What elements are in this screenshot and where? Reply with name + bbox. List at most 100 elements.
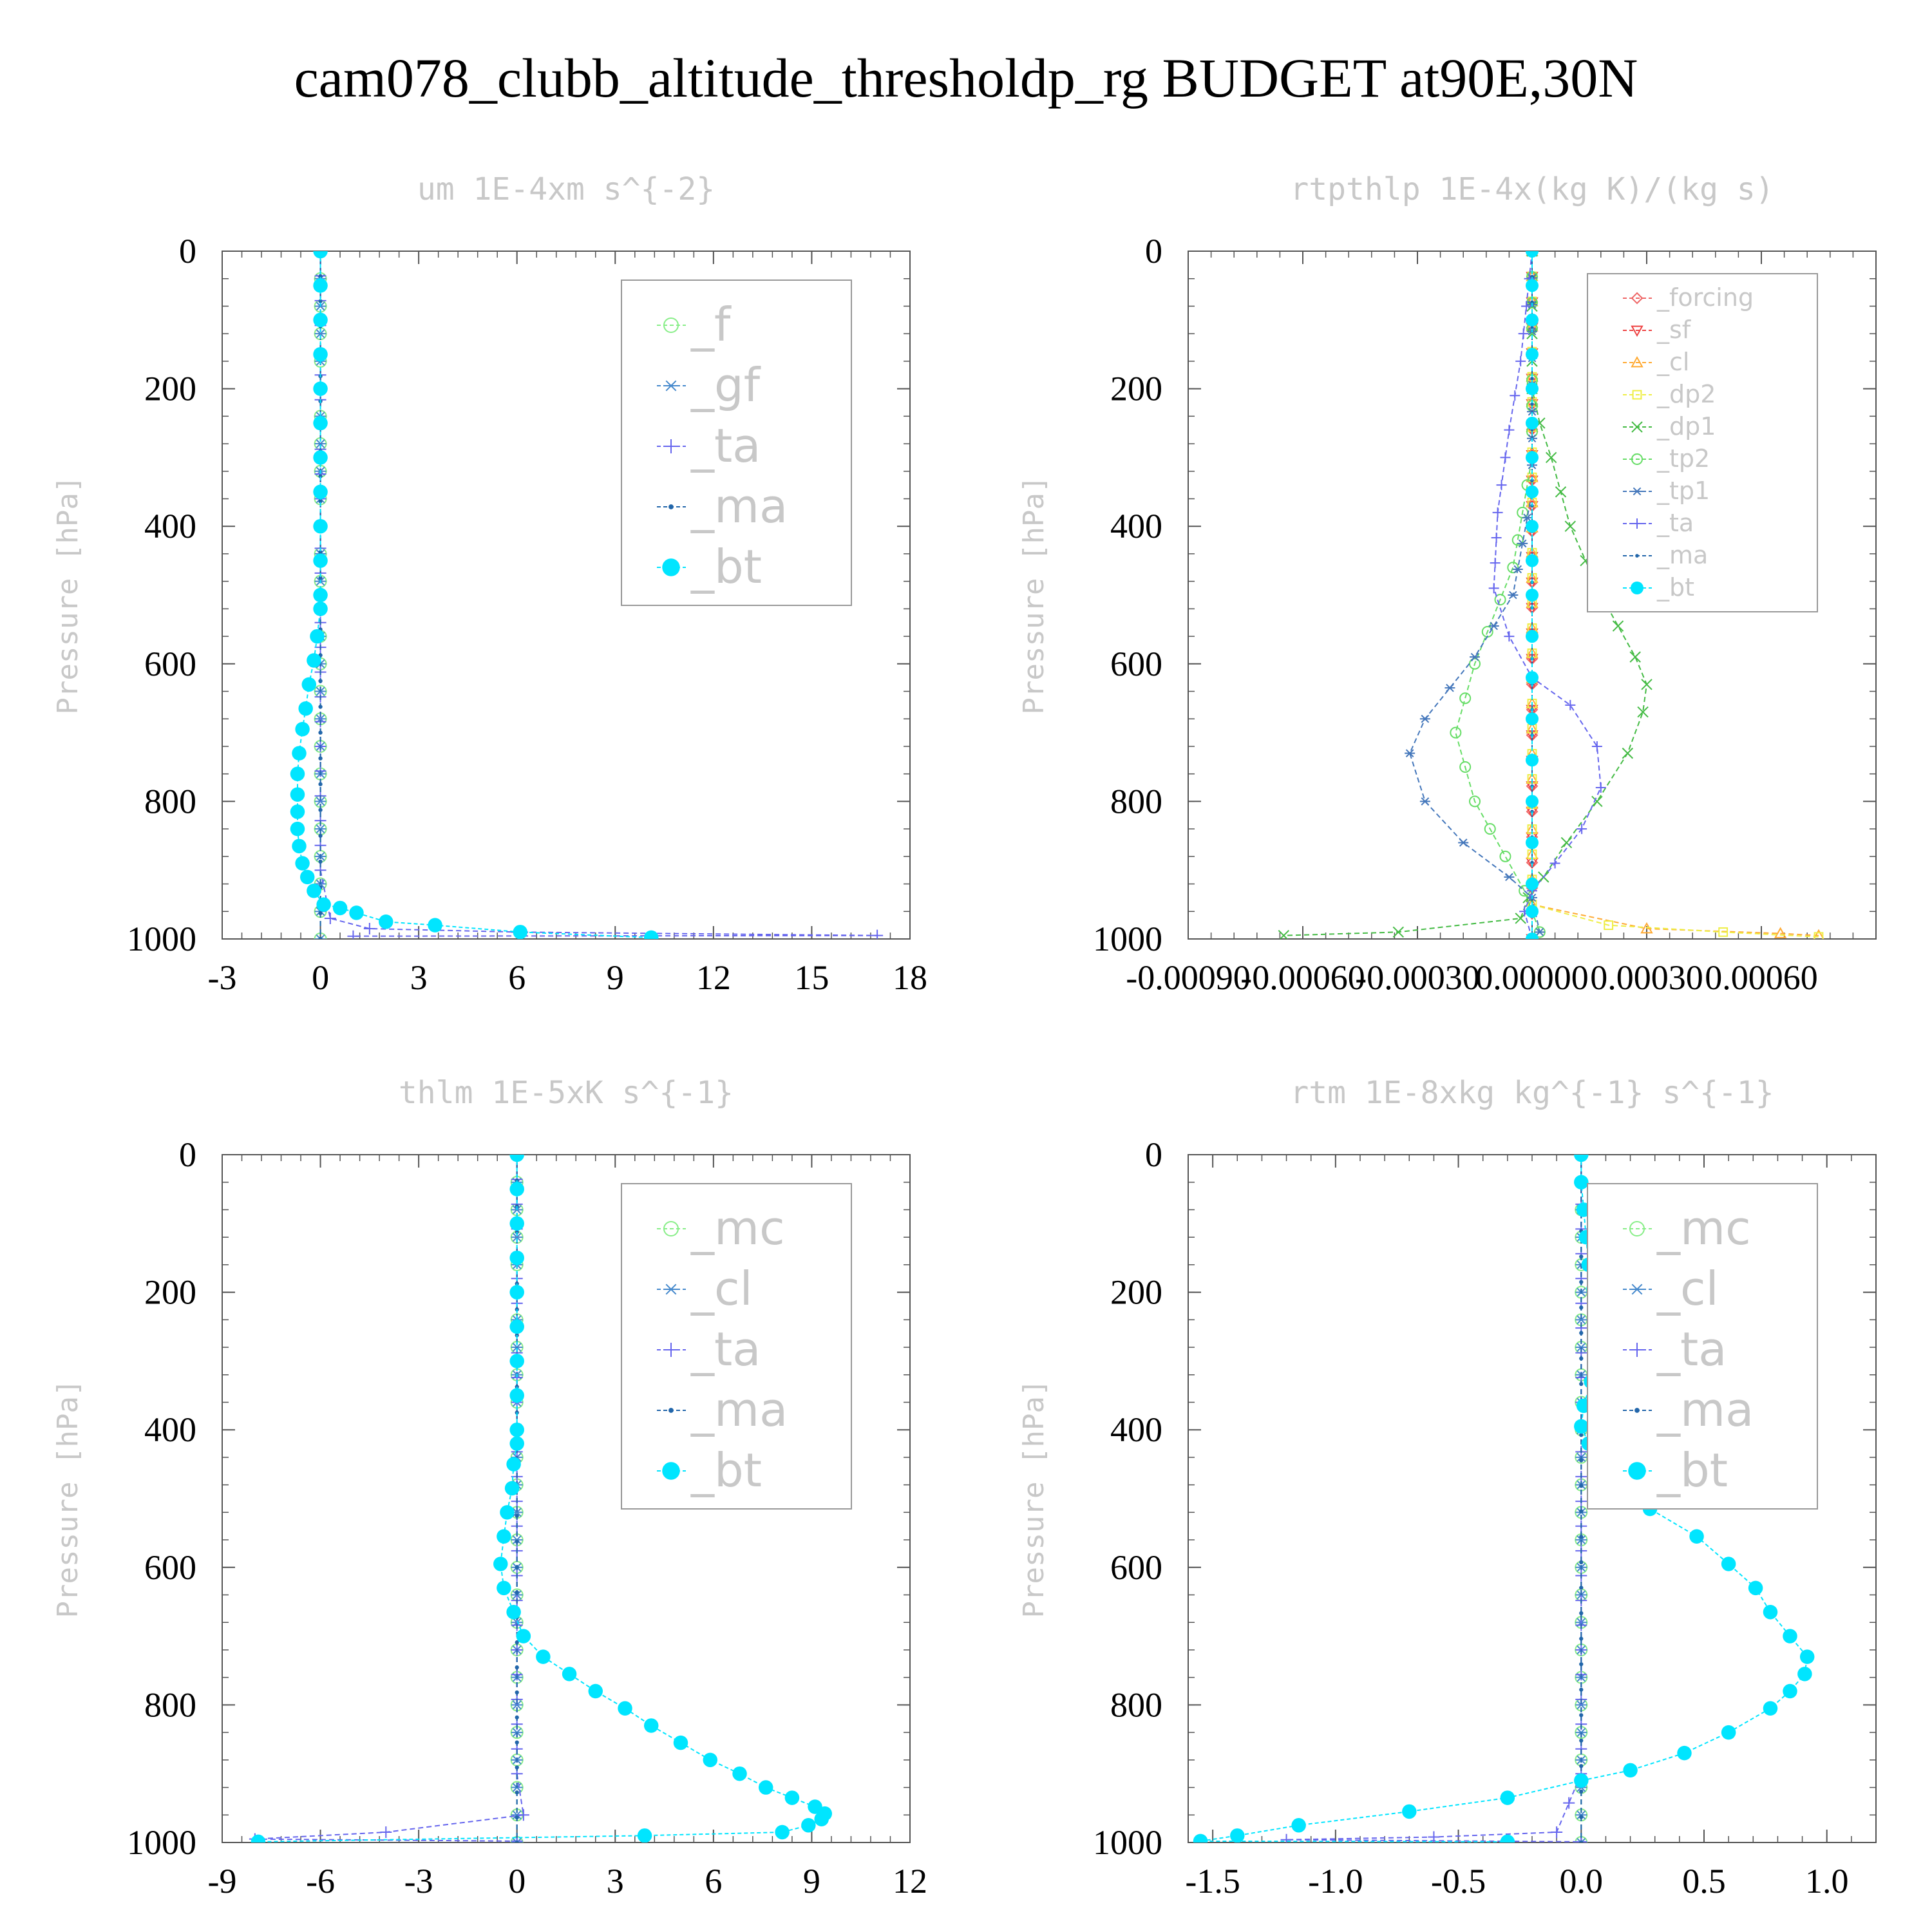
legend-marker bbox=[1631, 355, 1643, 368]
legend-item: _sf bbox=[1623, 316, 1692, 344]
legend-label: _tp2 bbox=[1656, 444, 1710, 473]
legend-item: _ma bbox=[657, 479, 788, 533]
legend-label: _tp1 bbox=[1656, 477, 1710, 505]
data-point bbox=[758, 1780, 773, 1795]
legend-label: _forcing bbox=[1656, 283, 1754, 312]
data-point bbox=[313, 587, 328, 603]
data-point bbox=[1783, 1683, 1797, 1699]
x-tick-label: 6 bbox=[705, 1862, 722, 1900]
x-tick-label: -1.0 bbox=[1308, 1862, 1363, 1900]
data-point bbox=[1560, 837, 1573, 849]
data-point bbox=[313, 415, 328, 431]
legend-label: _dp1 bbox=[1656, 412, 1716, 440]
data-point bbox=[295, 856, 310, 871]
data-point bbox=[1450, 726, 1462, 739]
data-point bbox=[1763, 1604, 1778, 1620]
series-bt bbox=[290, 251, 659, 939]
x-tick-label: 0 bbox=[312, 958, 329, 997]
data-point bbox=[1419, 714, 1430, 723]
data-point bbox=[1579, 1484, 1584, 1488]
data-point bbox=[509, 1388, 524, 1403]
data-point bbox=[515, 1790, 519, 1795]
data-point bbox=[1555, 486, 1567, 498]
data-point bbox=[1526, 836, 1539, 849]
legend-item: _bt bbox=[1623, 573, 1694, 601]
y-tick-label: 400 bbox=[144, 507, 196, 545]
legend-label: _mc bbox=[1656, 1201, 1751, 1255]
data-point bbox=[871, 929, 884, 939]
data-point bbox=[1526, 554, 1539, 567]
data-point bbox=[313, 518, 328, 534]
x-tick-label: 18 bbox=[893, 958, 927, 997]
legend-marker bbox=[1631, 421, 1643, 433]
x-tick-label: 0.00060 bbox=[1705, 958, 1818, 997]
data-point bbox=[1579, 1458, 1584, 1463]
data-point bbox=[515, 1840, 519, 1842]
data-point bbox=[318, 808, 323, 812]
x-tick-label: 12 bbox=[893, 1862, 927, 1900]
data-point bbox=[313, 484, 328, 500]
data-point bbox=[1530, 402, 1534, 406]
data-point bbox=[1579, 1764, 1584, 1768]
data-point bbox=[313, 450, 328, 465]
data-point bbox=[1392, 926, 1405, 938]
chart-panel: rtm 1E-8xkg kg^{-1} s^{-1} Pressure [hPa]… bbox=[1018, 1075, 1877, 1900]
data-point bbox=[1579, 1636, 1584, 1641]
data-point bbox=[1500, 1834, 1515, 1842]
data-point bbox=[1405, 749, 1416, 757]
legend-label: _bt bbox=[1656, 1443, 1728, 1497]
data-point bbox=[298, 701, 313, 716]
data-point bbox=[513, 925, 528, 939]
legend-marker bbox=[1631, 325, 1643, 337]
data-point bbox=[1469, 795, 1481, 808]
legend-label: _ma bbox=[1656, 541, 1708, 569]
data-point bbox=[509, 1422, 524, 1437]
data-point bbox=[290, 787, 305, 802]
data-point bbox=[1565, 699, 1576, 710]
legend-item: _bt bbox=[657, 1443, 762, 1497]
y-tick-label: 200 bbox=[144, 370, 196, 408]
data-point bbox=[307, 883, 321, 898]
data-point bbox=[1291, 1818, 1306, 1833]
series-ta bbox=[1280, 1155, 1587, 1842]
data-point bbox=[703, 1752, 718, 1768]
data-point bbox=[1579, 1713, 1584, 1718]
legend: _mc _cl _ta _ma _bt bbox=[621, 1183, 852, 1510]
x-tick-label: -1.5 bbox=[1185, 1862, 1240, 1900]
series-line bbox=[1283, 251, 1648, 936]
y-tick-label: 600 bbox=[144, 1548, 196, 1587]
series-bt bbox=[1526, 251, 1539, 939]
data-point bbox=[1579, 1331, 1584, 1336]
data-point bbox=[1591, 741, 1602, 752]
y-tick-label: 800 bbox=[144, 1685, 196, 1724]
data-point bbox=[1530, 325, 1534, 330]
y-tick-label: 600 bbox=[1110, 645, 1162, 683]
data-point bbox=[299, 869, 315, 885]
legend-marker bbox=[662, 558, 680, 576]
legend: _f _gf _ta _ma _bt bbox=[621, 279, 852, 606]
legend-marker bbox=[1628, 1462, 1646, 1480]
x-tick-label: 0.00030 bbox=[1590, 958, 1703, 997]
y-axis-label: Pressure [hPa] bbox=[52, 476, 84, 715]
series-line bbox=[254, 1155, 525, 1842]
legend-marker bbox=[1634, 1408, 1640, 1413]
data-point bbox=[509, 1285, 524, 1300]
legend-label: _ma bbox=[690, 479, 788, 533]
x-tick-label: -0.00030 bbox=[1355, 958, 1479, 997]
data-point bbox=[318, 782, 323, 786]
legend-marker bbox=[664, 439, 678, 453]
data-point bbox=[1518, 328, 1529, 339]
data-point bbox=[318, 679, 323, 683]
data-point bbox=[324, 912, 336, 924]
data-point bbox=[1504, 873, 1515, 882]
data-point bbox=[1564, 520, 1577, 532]
x-tick-label: 0 bbox=[508, 1862, 526, 1900]
plot-frame bbox=[222, 251, 911, 940]
data-point bbox=[313, 553, 328, 568]
data-point bbox=[515, 1539, 519, 1544]
data-point bbox=[332, 900, 348, 916]
y-tick-label: 1000 bbox=[1093, 1823, 1162, 1862]
data-point bbox=[1574, 1155, 1589, 1162]
legend-item: _bt bbox=[1623, 1443, 1728, 1497]
chart-panels: um 1E-4xm s^{-2} Pressure [hPa] -3 0 3 6 9 12 15… bbox=[52, 171, 1877, 1900]
